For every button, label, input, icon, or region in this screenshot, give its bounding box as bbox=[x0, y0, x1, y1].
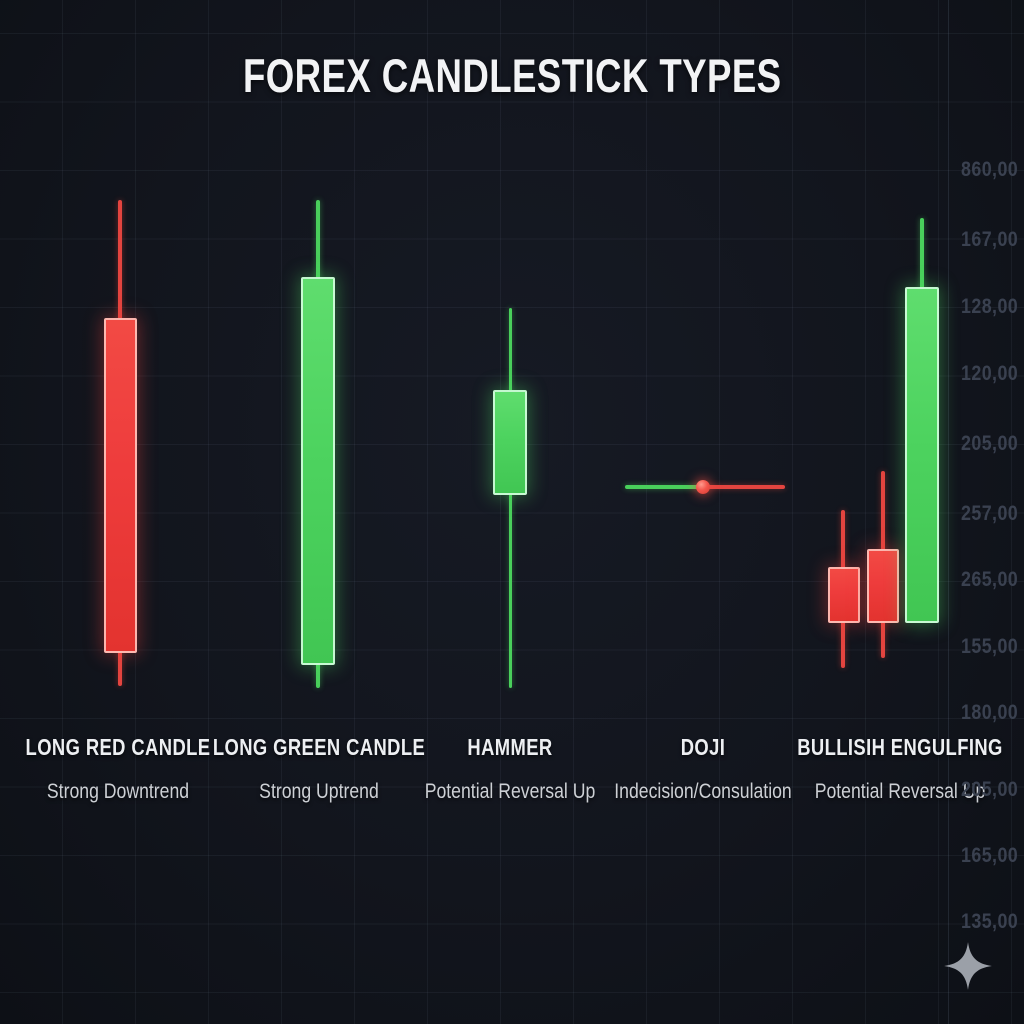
pattern-name: HAMMER bbox=[467, 734, 553, 760]
y-axis-label: 205,00 bbox=[961, 432, 1019, 455]
pattern-name: LONG GREEN CANDLE bbox=[212, 734, 426, 760]
y-axis-label: 257,00 bbox=[961, 502, 1019, 525]
candle-body-red bbox=[828, 567, 860, 623]
y-axis-label: 155,00 bbox=[961, 635, 1019, 658]
pattern-label-group: DOJI Indecision/Consulation bbox=[597, 734, 808, 804]
pattern-description: Strong Downtrend bbox=[46, 780, 190, 803]
y-axis-label: 128,00 bbox=[961, 295, 1019, 318]
pattern-name: LONG RED CANDLE bbox=[25, 734, 211, 760]
y-axis-label: 860,00 bbox=[961, 158, 1019, 181]
candle-wick-green bbox=[508, 308, 512, 688]
candle-wick-green bbox=[920, 218, 924, 292]
y-axis-label: 265,00 bbox=[961, 568, 1019, 591]
doji-line-green bbox=[625, 485, 703, 489]
doji-line-red bbox=[703, 485, 785, 489]
pattern-label-group: HAMMER Potential Reversal Up bbox=[408, 734, 611, 804]
candle-body-green bbox=[905, 287, 939, 623]
candle-body-red bbox=[867, 549, 899, 623]
candle-body-red bbox=[104, 318, 137, 653]
pattern-description: Potential Reversal Up bbox=[424, 780, 596, 803]
y-axis-label: 165,00 bbox=[961, 844, 1019, 867]
y-axis-label: 180,00 bbox=[961, 701, 1019, 724]
sparkle-icon bbox=[944, 942, 992, 990]
pattern-description: Indecision/Consulation bbox=[614, 780, 792, 803]
page-title: FOREX CANDLESTICK TYPES bbox=[242, 49, 782, 102]
pattern-label-group: LONG RED CANDLE Strong Downtrend bbox=[2, 734, 233, 804]
pattern-name: BULLISIH ENGULFING bbox=[797, 734, 1003, 760]
pattern-name: DOJI bbox=[680, 734, 726, 760]
y-axis-label: 135,00 bbox=[961, 910, 1019, 933]
pattern-label-group: LONG GREEN CANDLE Strong Uptrend bbox=[186, 734, 451, 804]
candle-body-green bbox=[301, 277, 335, 665]
pattern-description: Strong Uptrend bbox=[259, 780, 379, 803]
doji-dot bbox=[696, 480, 710, 494]
pattern-label-group: BULLISIH ENGULFING Potential Reversal Up bbox=[772, 734, 1024, 804]
candle-body-green bbox=[493, 390, 527, 495]
y-axis-line bbox=[948, 0, 949, 1024]
y-axis-label: 167,00 bbox=[961, 228, 1019, 251]
y-axis-label: 120,00 bbox=[961, 362, 1019, 385]
y-axis-label: 205,00 bbox=[961, 778, 1019, 801]
pattern-description: Potential Reversal Up bbox=[814, 780, 986, 803]
